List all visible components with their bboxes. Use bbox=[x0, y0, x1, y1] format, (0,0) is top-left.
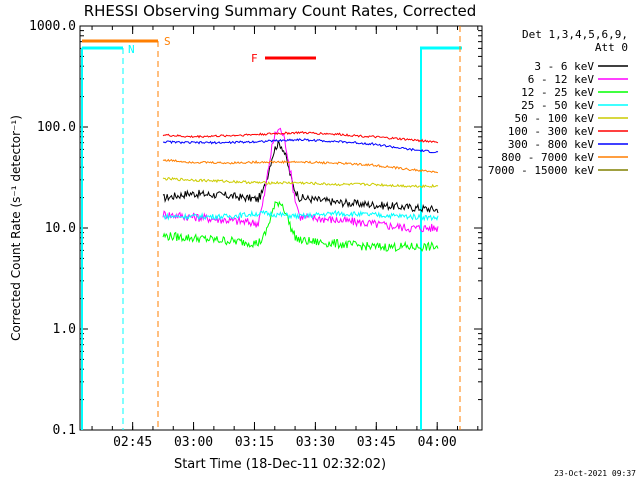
legend-entry-label: 100 - 300 keV bbox=[508, 125, 594, 138]
y-tick-label: 1000.0 bbox=[29, 19, 76, 34]
timestamp: 23-Oct-2021 09:37 bbox=[554, 469, 636, 478]
night-label: N bbox=[128, 43, 135, 56]
series-line bbox=[162, 138, 439, 154]
orbit-annotations: N S F bbox=[81, 26, 462, 430]
series-line bbox=[162, 127, 439, 233]
series-line bbox=[162, 200, 439, 253]
x-tick-label: 03:30 bbox=[296, 435, 335, 450]
legend-entry-label: 12 - 25 keV bbox=[521, 86, 594, 99]
y-tick-label: 10.0 bbox=[45, 221, 76, 236]
y-tick-label: 0.1 bbox=[53, 423, 76, 438]
x-tick-label: 04:00 bbox=[418, 435, 457, 450]
x-tick-label: 02:45 bbox=[113, 435, 152, 450]
legend-header-line: Det 1,3,4,5,6,9, bbox=[522, 28, 628, 41]
legend-entry-label: 6 - 12 keV bbox=[528, 73, 595, 86]
series-line bbox=[162, 131, 439, 144]
series-line bbox=[162, 209, 439, 222]
legend-entry-label: 50 - 100 keV bbox=[515, 112, 595, 125]
legend-header-line: Att 0 bbox=[595, 41, 628, 54]
series-line bbox=[162, 158, 439, 174]
legend-header: Det 1,3,4,5,6,9,Att 0 bbox=[522, 28, 628, 54]
x-tick-label: 03:15 bbox=[235, 435, 274, 450]
series-line bbox=[162, 176, 439, 189]
y-tick-label: 100.0 bbox=[37, 120, 76, 135]
chart-title: RHESSI Observing Summary Count Rates, Co… bbox=[84, 2, 477, 20]
legend-entry-label: 800 - 7000 keV bbox=[501, 151, 594, 164]
flare-label: F bbox=[251, 52, 258, 65]
y-axis-label: Corrected Count Rate (s⁻¹ detector⁻¹) bbox=[9, 115, 23, 341]
y-axis-ticks: 0.1 1.0 10.0 100.0 1000.0 bbox=[29, 19, 482, 438]
x-axis-ticks: 02:45 03:00 03:15 03:30 03:45 04:00 bbox=[91, 26, 479, 450]
series-lines bbox=[162, 127, 439, 253]
x-axis-label: Start Time (18-Dec-11 02:32:02) bbox=[174, 457, 386, 472]
legend-entry-label: 3 - 6 keV bbox=[534, 60, 594, 73]
x-tick-label: 03:00 bbox=[174, 435, 213, 450]
legend-entry-label: 25 - 50 keV bbox=[521, 99, 594, 112]
x-tick-label: 03:45 bbox=[357, 435, 396, 450]
legend-entry-label: 7000 - 15000 keV bbox=[488, 164, 594, 177]
y-tick-label: 1.0 bbox=[53, 322, 76, 337]
legend-entry-label: 300 - 800 keV bbox=[508, 138, 594, 151]
saa-label: S bbox=[164, 35, 171, 48]
series-line bbox=[162, 140, 439, 214]
